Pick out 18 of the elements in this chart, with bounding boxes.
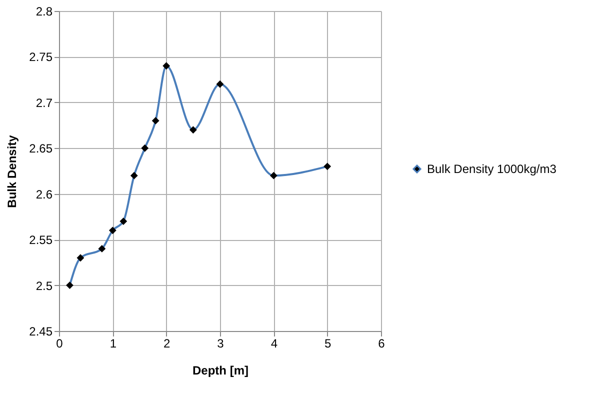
x-tick-label: 2 bbox=[163, 336, 170, 350]
x-tick-label: 5 bbox=[324, 336, 332, 350]
x-tick-label: 3 bbox=[217, 336, 224, 350]
x-axis-title: Depth [m] bbox=[192, 364, 248, 378]
y-tick-label: 2.8 bbox=[36, 4, 53, 18]
y-tick-label: 2.55 bbox=[29, 233, 53, 248]
legend-label: Bulk Density 1000kg/m3 bbox=[427, 162, 557, 176]
y-axis-title: Bulk Density bbox=[5, 134, 20, 208]
y-tick-label: 2.75 bbox=[29, 50, 53, 64]
x-tick-label: 0 bbox=[56, 336, 64, 350]
x-tick-label: 1 bbox=[110, 336, 117, 350]
y-tick-label: 2.7 bbox=[36, 96, 53, 110]
x-tick-label: 4 bbox=[270, 336, 278, 350]
y-tick-label: 2.5 bbox=[36, 278, 53, 293]
y-tick-label: 2.6 bbox=[36, 187, 53, 202]
x-tick-label: 6 bbox=[378, 336, 386, 350]
y-tick-label: 2.65 bbox=[29, 142, 53, 156]
y-tick-label: 2.45 bbox=[29, 324, 53, 338]
